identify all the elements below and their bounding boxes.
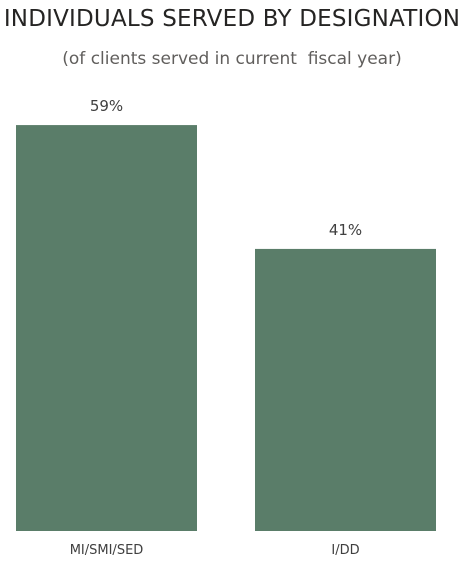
chart-subtitle: (of clients served in current fiscal yea… (62, 49, 402, 69)
chart-title: INDIVIDUALS SERVED BY DESIGNATION (3, 6, 461, 32)
bar-i-dd[interactable] (255, 248, 436, 532)
data-label-mi-smi-sed: 59% (90, 97, 123, 115)
category-label-mi-smi-sed: MI/SMI/SED (70, 543, 144, 558)
data-label-i-dd: 41% (329, 221, 362, 239)
bar-mi-smi-sed[interactable] (16, 125, 197, 531)
category-label-i-dd: I/DD (331, 543, 359, 558)
